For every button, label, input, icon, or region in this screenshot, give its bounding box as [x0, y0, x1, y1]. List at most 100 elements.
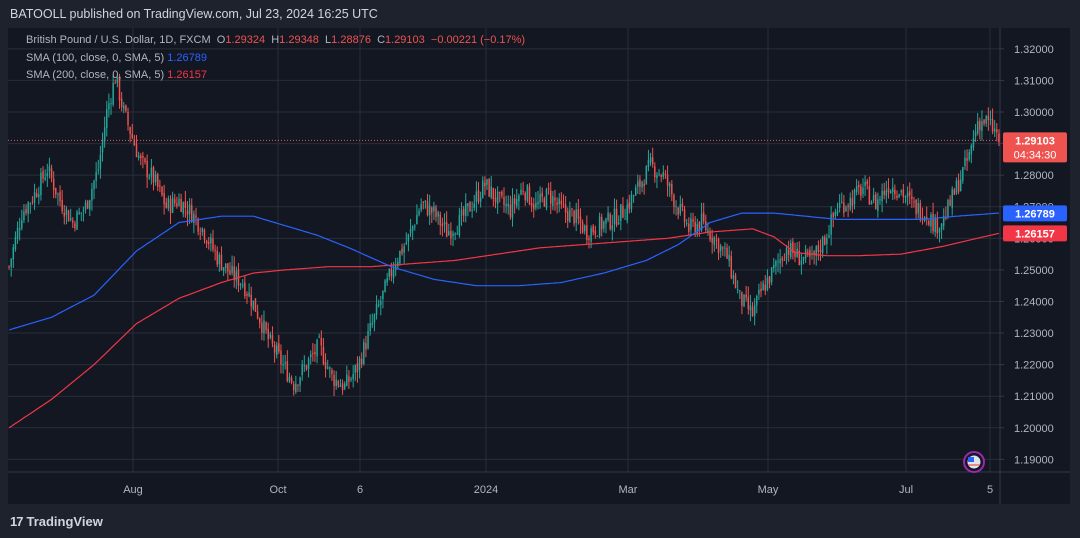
candle-body: [518, 195, 520, 202]
candle-body: [713, 237, 716, 246]
candle-body: [800, 260, 803, 265]
candle-body: [399, 250, 401, 264]
candle-body: [318, 336, 320, 338]
candle-body: [137, 155, 140, 159]
candle-body: [212, 238, 214, 250]
y-tick-label: 1.19000: [1014, 454, 1054, 466]
candle-body: [159, 185, 161, 187]
candle-body: [520, 189, 522, 195]
candle-body: [222, 267, 225, 272]
candle-body: [55, 187, 57, 195]
candle-body: [38, 194, 40, 198]
candle-body: [586, 225, 588, 241]
candle-body: [955, 180, 958, 194]
candle-body: [246, 294, 248, 296]
candle-body: [473, 203, 476, 209]
candle-body: [29, 203, 32, 205]
us-flag-canton: [968, 457, 974, 462]
candle-body: [981, 121, 983, 132]
candle-body: [401, 248, 403, 254]
candle-body: [641, 181, 643, 188]
candle-body: [522, 191, 524, 193]
candle-body: [813, 251, 815, 255]
candle-body: [826, 237, 828, 244]
candle-body: [239, 283, 242, 286]
candle-body: [511, 198, 514, 219]
candle-body: [8, 266, 10, 268]
legend-sma200[interactable]: SMA (200, close, 0, SMA, 5) 1.26157: [26, 69, 207, 81]
candle-body: [18, 228, 21, 230]
candle-body: [622, 205, 624, 218]
candle-body: [732, 275, 735, 279]
candle-body: [879, 199, 881, 201]
x-tick-label: Mar: [619, 484, 638, 496]
candle-body: [959, 179, 962, 192]
candle-body: [938, 228, 941, 233]
candle-body: [970, 145, 973, 155]
candle-body: [558, 198, 560, 205]
candle-body: [528, 186, 531, 205]
candle-body: [736, 288, 739, 290]
candle-body: [50, 168, 53, 179]
candle-body: [543, 198, 546, 207]
published-caption: BATOOLL published on TradingView.com, Ju…: [10, 7, 378, 21]
candle-body: [530, 202, 533, 207]
candle-body: [660, 175, 662, 177]
candle-body: [728, 254, 730, 262]
candle-body: [919, 203, 922, 220]
candle-body: [452, 233, 454, 237]
candle-body: [501, 191, 503, 196]
candle-body: [10, 258, 12, 267]
candle-body: [460, 210, 463, 216]
candle-body: [685, 223, 688, 225]
candle-body: [668, 183, 671, 187]
candle-body: [414, 226, 416, 228]
candle-body: [617, 222, 620, 224]
candle-body: [337, 381, 340, 386]
candle-body: [188, 204, 191, 214]
candle-body: [637, 181, 639, 187]
candle-body: [69, 218, 72, 220]
candle-body: [140, 155, 142, 159]
candle-body: [214, 249, 216, 251]
candle-body: [386, 278, 388, 283]
candle-body: [309, 354, 312, 358]
candle-body: [422, 201, 425, 203]
candle-body: [224, 263, 227, 268]
candle-body: [57, 193, 59, 195]
candle-body: [103, 127, 106, 142]
candle-body: [116, 77, 119, 83]
candle-body: [722, 247, 724, 249]
candle-body: [743, 294, 745, 307]
x-tick-label: Jul: [899, 484, 913, 496]
candle-body: [556, 202, 558, 205]
tradingview-logo[interactable]: 17 TradingView: [10, 514, 103, 529]
candle-body: [456, 233, 459, 235]
candle-body: [333, 374, 335, 387]
candle-body: [350, 378, 352, 380]
candle-body: [48, 166, 51, 172]
candle-body: [647, 160, 650, 168]
candle-body: [59, 191, 61, 202]
candle-body: [613, 208, 616, 225]
candle-body: [666, 174, 669, 186]
candle-body: [815, 246, 818, 256]
candle-body: [454, 233, 456, 235]
candle-body: [845, 207, 847, 211]
candle-body: [690, 218, 692, 230]
candle-body: [231, 265, 233, 273]
candle-body: [407, 234, 410, 242]
candle-body: [131, 133, 134, 139]
candle-body: [135, 144, 138, 157]
candle-body: [942, 216, 945, 226]
candle-body: [14, 236, 17, 250]
candle-body: [656, 174, 658, 179]
chart-pane[interactable]: 1.320001.310001.300001.290001.280001.270…: [8, 28, 1070, 504]
candle-body: [435, 207, 437, 217]
candle-body: [651, 157, 654, 165]
legend-sma100[interactable]: SMA (100, close, 0, SMA, 5) 1.26789: [26, 52, 207, 64]
candle-body: [991, 118, 994, 132]
price-chart[interactable]: 1.320001.310001.300001.290001.280001.270…: [8, 28, 1070, 504]
candle-body: [469, 202, 471, 212]
candle-body: [681, 203, 684, 208]
